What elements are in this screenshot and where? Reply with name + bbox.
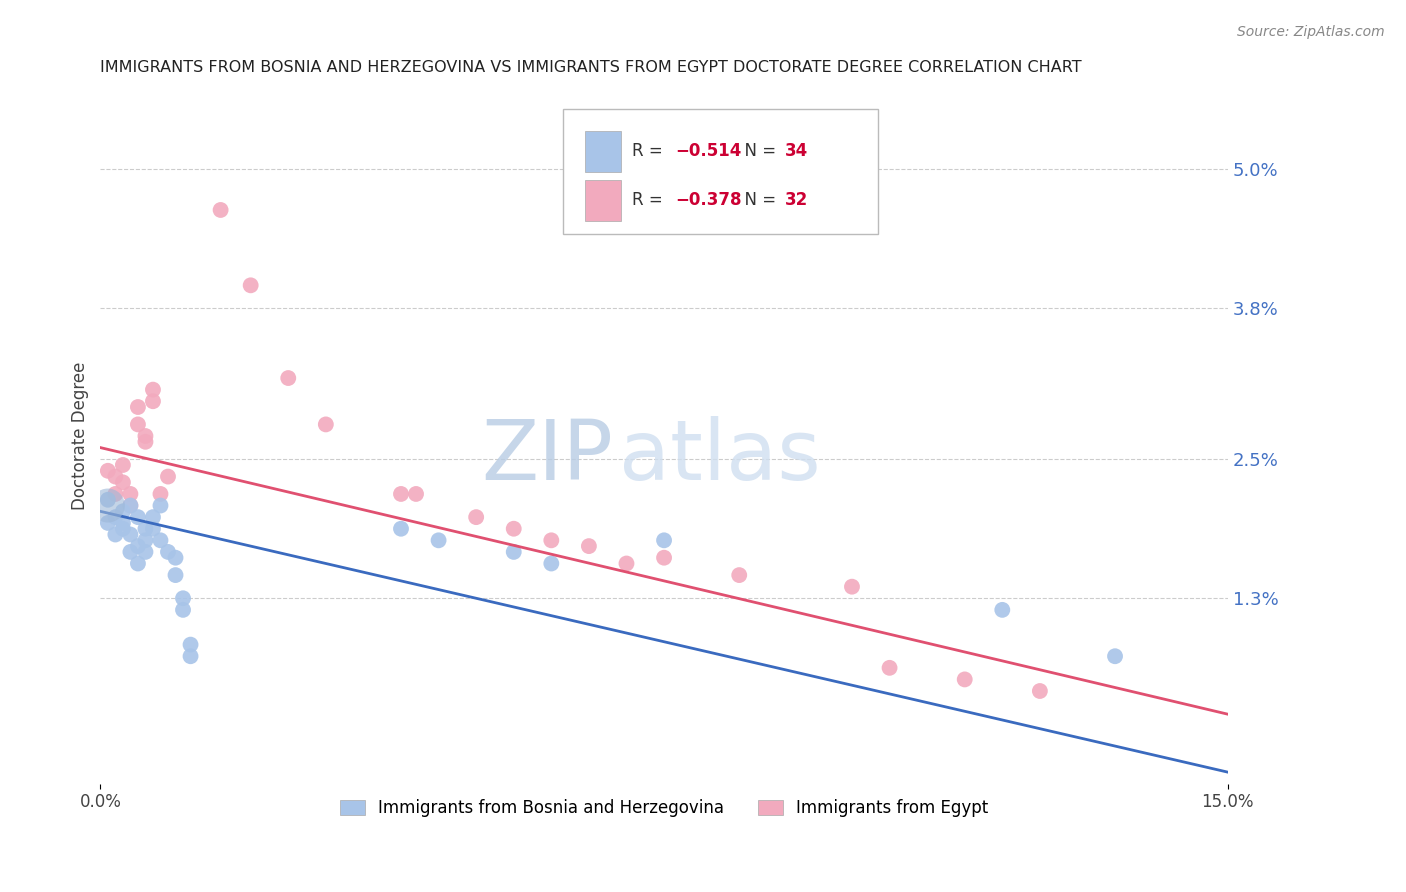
Point <box>991 603 1014 617</box>
Point <box>315 417 337 432</box>
Point <box>149 499 172 513</box>
Point <box>172 591 194 606</box>
Point <box>389 522 412 536</box>
Point <box>165 568 187 582</box>
Point <box>879 661 901 675</box>
Text: R =: R = <box>633 143 668 161</box>
Point <box>127 557 149 571</box>
Point <box>841 580 863 594</box>
Point <box>97 492 120 507</box>
FancyBboxPatch shape <box>562 109 879 235</box>
Point <box>142 383 165 397</box>
Point <box>120 499 142 513</box>
Point <box>578 539 600 553</box>
Text: 32: 32 <box>785 192 808 210</box>
Point <box>134 434 156 449</box>
Point <box>127 417 149 432</box>
Point <box>502 545 524 559</box>
Point <box>111 516 134 530</box>
Point <box>1029 684 1052 698</box>
Point <box>134 545 156 559</box>
Text: atlas: atlas <box>619 417 821 498</box>
Text: Source: ZipAtlas.com: Source: ZipAtlas.com <box>1237 25 1385 39</box>
Point <box>172 603 194 617</box>
Point <box>97 516 120 530</box>
Point <box>104 487 127 501</box>
Point <box>134 533 156 548</box>
Point <box>104 510 127 524</box>
Point <box>540 557 562 571</box>
Point <box>127 539 149 553</box>
Point <box>540 533 562 548</box>
Point <box>142 522 165 536</box>
Text: 34: 34 <box>785 143 808 161</box>
Point <box>120 527 142 541</box>
Point <box>209 202 232 217</box>
Point <box>120 499 142 513</box>
Text: IMMIGRANTS FROM BOSNIA AND HERZEGOVINA VS IMMIGRANTS FROM EGYPT DOCTORATE DEGREE: IMMIGRANTS FROM BOSNIA AND HERZEGOVINA V… <box>100 60 1083 75</box>
Point <box>97 499 120 513</box>
Text: ZIP: ZIP <box>481 417 613 498</box>
Point <box>728 568 751 582</box>
Point <box>149 487 172 501</box>
FancyBboxPatch shape <box>585 131 621 172</box>
Point <box>652 550 675 565</box>
Point <box>239 278 262 293</box>
Point <box>134 429 156 443</box>
Y-axis label: Doctorate Degree: Doctorate Degree <box>72 362 89 510</box>
Point <box>111 504 134 518</box>
Point <box>142 510 165 524</box>
Point <box>277 371 299 385</box>
Point <box>389 487 412 501</box>
Point <box>502 522 524 536</box>
Text: N =: N = <box>734 143 782 161</box>
Text: N =: N = <box>734 192 782 210</box>
Point <box>616 557 638 571</box>
Point <box>111 458 134 472</box>
Point <box>127 510 149 524</box>
Point <box>127 400 149 414</box>
Point <box>652 533 675 548</box>
Legend: Immigrants from Bosnia and Herzegovina, Immigrants from Egypt: Immigrants from Bosnia and Herzegovina, … <box>333 793 995 824</box>
Point <box>405 487 427 501</box>
Text: R =: R = <box>633 192 668 210</box>
Point <box>165 550 187 565</box>
Point <box>134 522 156 536</box>
Point <box>465 510 488 524</box>
Point <box>104 469 127 483</box>
Point <box>149 533 172 548</box>
Point <box>111 522 134 536</box>
Point <box>1104 649 1126 664</box>
Point <box>953 673 976 687</box>
Point <box>111 475 134 490</box>
Point <box>104 527 127 541</box>
Point <box>180 649 202 664</box>
Point <box>120 545 142 559</box>
Text: −0.378: −0.378 <box>675 192 742 210</box>
Point <box>142 394 165 409</box>
Point <box>180 638 202 652</box>
Point <box>156 469 179 483</box>
Point <box>97 464 120 478</box>
Point <box>427 533 450 548</box>
FancyBboxPatch shape <box>585 180 621 221</box>
Point <box>156 545 179 559</box>
Point <box>120 487 142 501</box>
Text: −0.514: −0.514 <box>675 143 742 161</box>
